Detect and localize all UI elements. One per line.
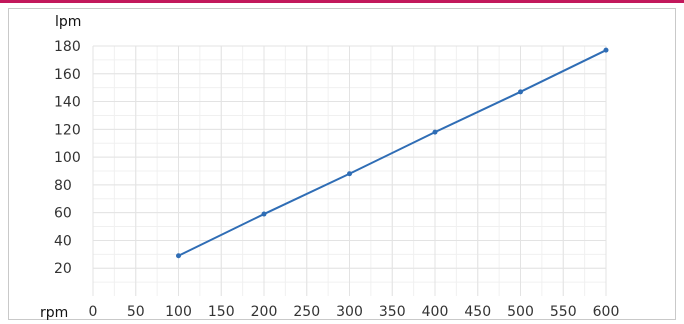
y-tick-label: 140 bbox=[54, 95, 81, 111]
data-point bbox=[432, 129, 438, 135]
series-layer bbox=[176, 47, 609, 259]
x-axis-label: rpm bbox=[40, 305, 68, 321]
accent-top-bar bbox=[0, 0, 684, 3]
x-tick-label: 300 bbox=[336, 304, 363, 320]
x-tick-label: 450 bbox=[464, 304, 491, 320]
x-tick-label: 100 bbox=[165, 304, 192, 320]
x-tick-labels: 0 50 100 150 200 250 300 350 400 450 500 550 600 bbox=[89, 304, 620, 320]
x-tick-label: 200 bbox=[251, 304, 278, 320]
x-tick-label: 250 bbox=[293, 304, 320, 320]
data-point bbox=[176, 253, 181, 259]
grid-lines bbox=[92, 45, 607, 296]
y-tick-label: 180 bbox=[54, 39, 81, 55]
y-tick-label: 20 bbox=[54, 261, 72, 277]
y-tick-label: 40 bbox=[54, 233, 72, 249]
x-tick-label: 400 bbox=[422, 304, 449, 320]
series-line bbox=[178, 49, 607, 257]
y-axis-label: lpm bbox=[55, 14, 81, 30]
x-tick-label: 500 bbox=[507, 304, 534, 320]
data-point bbox=[261, 211, 267, 217]
x-tick-label: 0 bbox=[89, 304, 98, 320]
y-tick-label: 160 bbox=[54, 67, 81, 83]
x-tick-label: 600 bbox=[593, 304, 620, 320]
y-tick-label: 120 bbox=[54, 122, 81, 138]
y-tick-labels: 20 40 60 80 100 120 140 160 180 bbox=[54, 39, 81, 277]
data-point bbox=[347, 171, 352, 177]
y-tick-label: 80 bbox=[54, 178, 72, 194]
data-point bbox=[518, 89, 523, 95]
data-point bbox=[603, 47, 609, 53]
y-tick-label: 100 bbox=[54, 150, 81, 166]
y-tick-label: 60 bbox=[54, 206, 72, 222]
x-tick-label: 50 bbox=[127, 304, 145, 320]
x-tick-label: 350 bbox=[379, 304, 406, 320]
x-tick-label: 150 bbox=[208, 304, 235, 320]
x-tick-label: 550 bbox=[550, 304, 577, 320]
